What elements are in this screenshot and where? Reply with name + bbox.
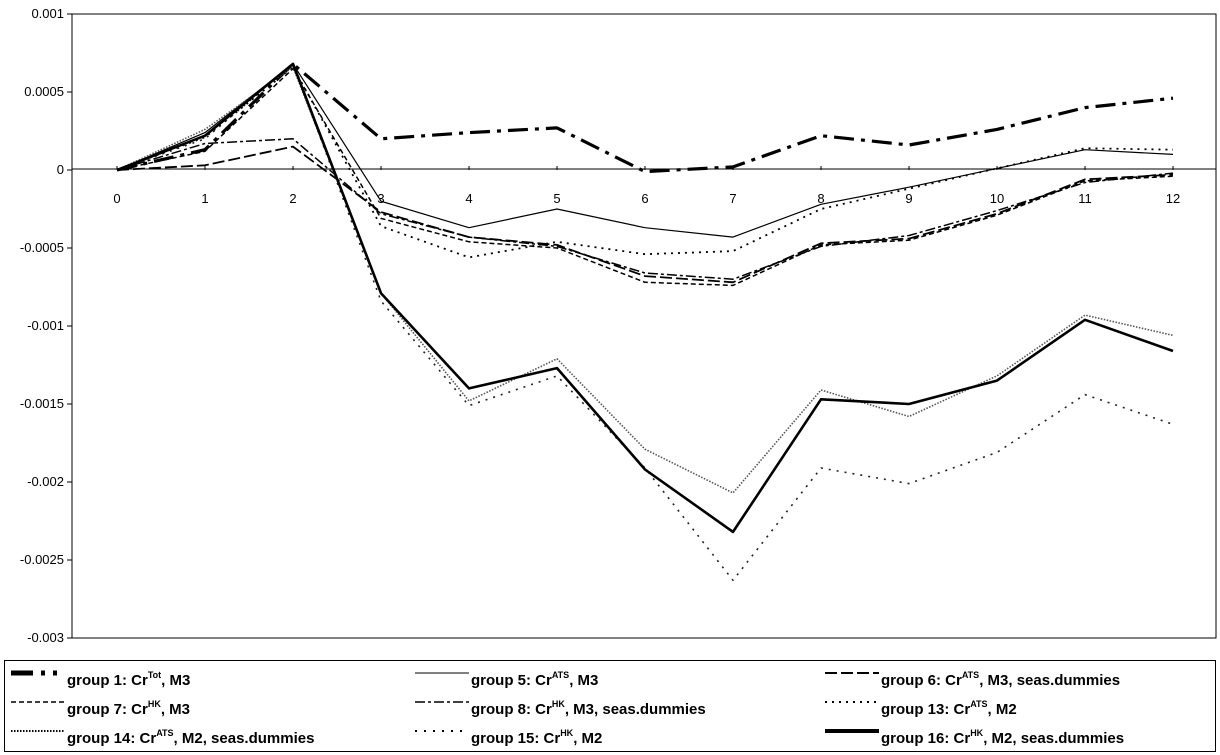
series-line-4 (116, 67, 1174, 287)
y-tick-label: -0.0015 (20, 396, 64, 411)
x-tick-label: 1 (201, 191, 208, 206)
legend-swatch (825, 672, 879, 674)
series-line-3 (116, 145, 1174, 284)
y-tick-label: 0 (57, 162, 64, 177)
y-tick-label: 0.001 (31, 6, 64, 21)
legend-swatch (825, 701, 879, 703)
legend-label: group 15: CrHK, M2 (471, 728, 603, 747)
x-tick-label: 12 (1166, 191, 1180, 206)
legend-label: group 13: CrATS, M2 (881, 699, 1017, 718)
x-tick-label: 8 (817, 191, 824, 206)
legend-label: group 1: CrTot, M3 (67, 670, 191, 689)
x-tick-label: 4 (465, 191, 472, 206)
legend-swatch (415, 701, 469, 703)
series-lines (116, 62, 1174, 582)
x-tick-label: 0 (113, 191, 120, 206)
series-line-6 (116, 66, 1174, 259)
y-tick-label: 0.0005 (24, 84, 64, 99)
legend-label: group 7: CrHK, M3 (67, 699, 191, 718)
x-tick-label: 3 (377, 191, 384, 206)
x-tick-label: 11 (1078, 191, 1092, 206)
x-tick-label: 2 (289, 191, 296, 206)
y-tick-label: -0.002 (27, 474, 64, 489)
y-tick-label: -0.0025 (20, 552, 64, 567)
x-tick-label: 10 (990, 191, 1004, 206)
legend-label: group 5: CrATS, M3 (471, 670, 599, 689)
legend-swatch (825, 729, 879, 733)
legend-swatch (415, 730, 469, 732)
legend-label: group 16: CrHK, M2, seas.dummies (881, 728, 1125, 747)
series-line-8 (116, 63, 1174, 582)
legend-swatch (11, 701, 65, 703)
x-tick-label: 7 (729, 191, 736, 206)
legend-label: group 6: CrATS, M3, seas.dummies (881, 670, 1121, 689)
y-tick-label: -0.0005 (20, 240, 64, 255)
x-axis-tick-labels: 0 1 2 3 4 5 6 7 8 9 10 11 12 (113, 191, 1180, 206)
y-tick-label: -0.003 (27, 630, 64, 645)
series-line-7 (116, 66, 1174, 494)
y-tick-label: -0.001 (27, 318, 64, 333)
legend-label: group 8: CrHK, M3, seas.dummies (471, 699, 706, 718)
series-line-1 (116, 62, 1174, 174)
line-chart: 0.001 0.0005 0 -0.0005 -0.001 -0.0015 -0.002 -0… (20, 6, 1217, 645)
x-tick-label: 6 (641, 191, 648, 206)
legend-label: group 14: CrATS, M2, seas.dummies (67, 728, 315, 747)
series-line-5 (116, 138, 1174, 280)
y-axis-tick-labels: 0.001 0.0005 0 -0.0005 -0.001 -0.0015 -0.002 -0… (20, 6, 64, 645)
legend-swatch (11, 670, 57, 676)
series-line-9 (116, 62, 1174, 534)
legend-swatch (11, 730, 65, 732)
x-tick-label: 5 (553, 191, 560, 206)
x-tick-label: 9 (905, 191, 912, 206)
legend-swatch (415, 672, 469, 674)
y-axis-ticks (67, 13, 72, 639)
legend: group 1: CrTot, M3 group 5: CrATS, M3 gr… (4, 660, 1216, 752)
plot-frame (71, 13, 1217, 639)
